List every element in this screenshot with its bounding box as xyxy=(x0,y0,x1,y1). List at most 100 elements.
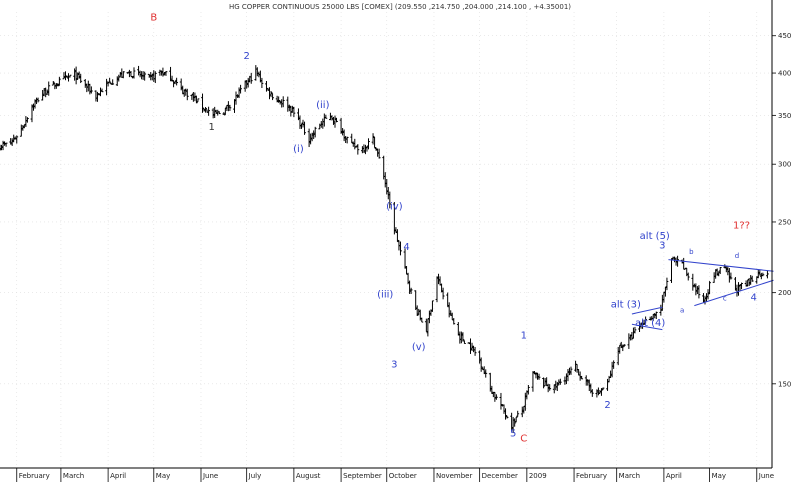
wave-label: (iii) xyxy=(377,289,393,300)
y-tick-label: 350 xyxy=(778,112,791,120)
price-bar xyxy=(569,366,573,375)
price-bar xyxy=(648,316,652,321)
x-tick-label: May xyxy=(712,472,726,480)
price-bar xyxy=(612,360,616,369)
price-bar xyxy=(68,74,72,78)
wave-label: 1?? xyxy=(733,220,750,231)
price-bar xyxy=(271,93,274,101)
price-bar xyxy=(108,77,112,83)
price-bar xyxy=(249,72,253,84)
price-bar xyxy=(622,344,626,347)
price-bar xyxy=(303,121,306,135)
price-bar xyxy=(642,319,646,325)
x-tick-label: March xyxy=(619,472,640,480)
price-bar xyxy=(494,394,498,400)
y-tick-label: 450 xyxy=(778,32,791,40)
price-bar xyxy=(473,346,477,356)
wave-label: C xyxy=(520,434,527,445)
wave-label: 1 xyxy=(208,122,214,133)
wave-label: (v) xyxy=(412,342,426,353)
wave-label: d xyxy=(735,252,739,260)
price-bar xyxy=(36,97,40,103)
x-tick-label: July xyxy=(248,472,262,480)
price-bar xyxy=(504,408,507,420)
x-tick-label: February xyxy=(19,472,50,480)
price-bar xyxy=(377,148,381,159)
price-bar xyxy=(750,275,754,282)
price-bar xyxy=(26,117,29,123)
price-bar xyxy=(367,138,370,150)
price-bar xyxy=(558,378,562,385)
price-bar xyxy=(548,384,552,391)
price-bar xyxy=(239,84,242,94)
price-bar xyxy=(431,300,434,312)
price-bar xyxy=(514,416,518,423)
price-bar xyxy=(654,311,658,319)
x-tick-label: April xyxy=(666,472,682,480)
alt-channel-upper-trendline xyxy=(631,306,663,315)
price-bar xyxy=(526,384,530,395)
price-bar xyxy=(516,410,520,417)
wave-label: B xyxy=(150,13,157,24)
price-bar xyxy=(356,144,360,155)
wave-label: alt (3) xyxy=(611,299,641,310)
price-bar xyxy=(761,272,765,277)
price-bar xyxy=(601,387,605,391)
price-bar xyxy=(51,81,55,86)
wave-label: 4 xyxy=(751,293,757,304)
wave-label: c xyxy=(723,295,727,303)
price-bar xyxy=(691,273,695,291)
wave-label-layer: B 2 1 (ii) (i) (iv) 4 (iii) (v) 3 1 5 C 2 alt (3) alt (… xyxy=(150,13,757,445)
price-bar xyxy=(409,287,413,294)
price-bar xyxy=(175,77,179,86)
price-bar xyxy=(100,88,104,93)
price-bar xyxy=(740,282,743,290)
chart-title: HG COPPER CONTINUOUS 25000 LBS [COMEX] (… xyxy=(229,3,571,11)
price-bar xyxy=(644,316,648,324)
price-bar xyxy=(153,71,157,84)
wave-label: alt (4) xyxy=(635,318,665,329)
price-bar xyxy=(513,418,517,427)
price-bar xyxy=(371,133,375,145)
price-bar xyxy=(537,373,541,380)
price-bar xyxy=(164,71,168,76)
price-bar xyxy=(388,191,392,209)
wave-label: 3 xyxy=(659,240,665,251)
price-bar xyxy=(121,71,125,79)
price-bar xyxy=(281,96,285,108)
price-bar xyxy=(111,79,115,85)
price-bar xyxy=(590,389,594,397)
wave-label: (ii) xyxy=(316,100,329,111)
price-bar xyxy=(345,136,349,144)
price-bar xyxy=(479,357,483,372)
wave-label: 3 xyxy=(391,359,397,370)
x-tick-label: September xyxy=(343,472,382,480)
price-bar xyxy=(196,98,200,102)
price-bar xyxy=(47,81,51,96)
price-bar xyxy=(621,344,625,352)
price-bar xyxy=(718,267,722,275)
price-bar xyxy=(665,277,669,291)
price-bar xyxy=(143,71,147,81)
x-tick-label: November xyxy=(436,472,473,480)
price-bar xyxy=(4,142,8,147)
price-bar xyxy=(292,106,296,118)
price-bar xyxy=(106,81,110,87)
price-bar xyxy=(633,326,637,334)
y-tick-label: 400 xyxy=(778,70,791,78)
price-bar xyxy=(217,111,221,115)
wave-label: a xyxy=(680,306,684,314)
price-bar xyxy=(461,332,465,342)
x-tick-label: April xyxy=(110,472,126,480)
axis-layer: 150 200 250 300 350 400 450 February March April M… xyxy=(16,32,791,482)
x-tick-label: March xyxy=(63,472,84,480)
price-bar xyxy=(15,135,19,144)
price-bar xyxy=(207,106,211,116)
price-bar xyxy=(228,104,232,111)
y-tick-label: 250 xyxy=(778,218,791,226)
x-tick-label: December xyxy=(482,472,518,480)
price-bar xyxy=(260,77,264,89)
